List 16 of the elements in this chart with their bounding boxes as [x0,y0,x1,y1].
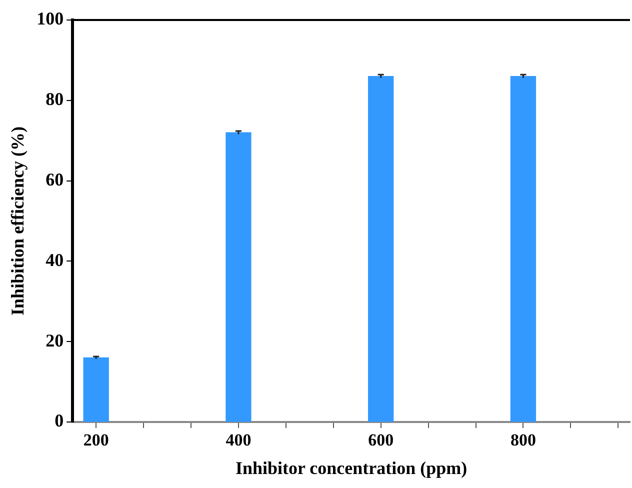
y-axis-title: Inhibition efficiency (%) [7,126,28,316]
x-tick-label: 800 [510,430,536,450]
y-tick-label: 80 [46,89,64,110]
x-tick-label: 600 [368,430,394,450]
bar [226,132,252,422]
x-tick-label: 400 [226,430,252,450]
y-tick-label: 20 [46,330,64,350]
y-tick-label: 40 [46,250,64,270]
x-axis-title: Inhibitor concentration (ppm) [235,458,468,478]
y-tick-label: 0 [54,410,64,431]
bar [368,76,394,422]
bar [510,76,536,422]
x-tick-label: 200 [83,430,109,450]
y-tick-label: 100 [36,8,64,29]
bar [83,357,109,422]
y-tick-label: 60 [46,169,64,190]
